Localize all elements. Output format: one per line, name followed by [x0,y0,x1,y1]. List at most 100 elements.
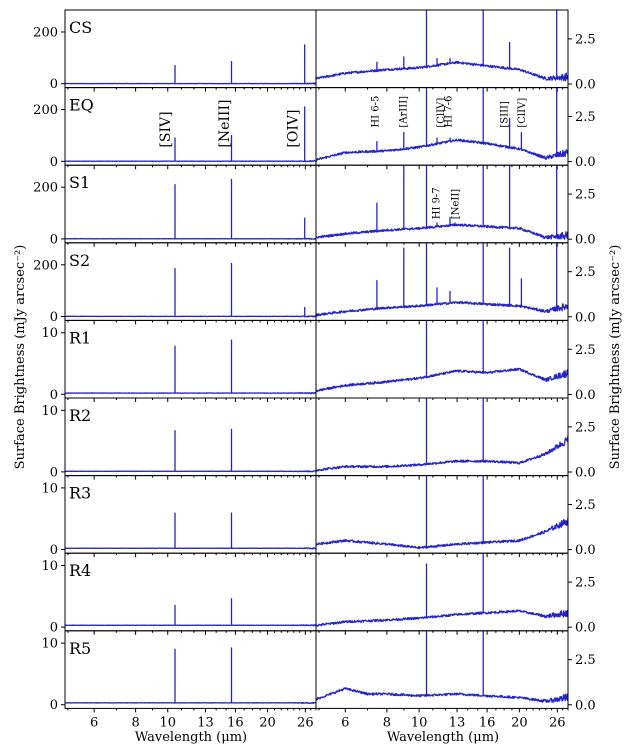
left-spectrum-line [65,262,316,318]
line-label-right: [SIII] [499,101,510,128]
left-spectrum-line [65,647,316,704]
x-tick-label: 16 [479,715,496,730]
x-axis-label-right: Wavelength (μm) [387,730,499,745]
x-tick-label: 13 [449,715,466,730]
left-y-tick-label: 10 [41,404,58,419]
right-spectrum-group [316,630,568,703]
left-y-tick-label: 0 [50,155,58,170]
right-y-tick-label: 2.5 [575,576,596,591]
panel-r4: 0 10 0.0 2.5 R4 [41,552,596,636]
left-y-tick-label: 200 [33,181,58,196]
left-y-tick-label: 0 [50,465,58,480]
left-spectrum-group [65,339,316,395]
left-axes-frame [64,397,317,477]
right-spectrum-line [316,398,568,472]
line-label-right: HI 7-6 [443,96,454,128]
line-label-right: [NeII] [450,189,461,219]
left-y-tick-label: 10 [41,559,58,574]
left-spectrum-group [65,428,316,473]
right-spectrum-line [316,165,568,240]
line-label-right: HI 9-7 [432,187,443,219]
left-axes-frame [64,164,317,244]
left-spectrum-group [65,178,316,240]
left-spectrum-line [65,106,316,163]
line-label-right: HI 6-5 [371,96,382,128]
right-axes-frame [315,397,569,477]
right-spectrum-group [316,242,568,317]
line-label-left: [SIV] [158,111,174,147]
panel-r1: 0 10 0.0 2.5 R1 [41,319,596,403]
panel-r2: 0 10 0.0 2.5 R2 [41,397,596,480]
x-tick-label: 10 [411,715,428,730]
left-spectrum-line [65,178,316,240]
right-y-tick-label: 2.5 [575,110,596,125]
right-y-tick-label: 2.5 [575,653,596,668]
right-y-tick-label: 0.0 [575,77,596,92]
right-axes-frame [315,9,569,89]
right-y-tick-label: 2.5 [575,420,596,435]
right-spectrum-line [316,630,568,703]
left-y-tick-label: 200 [33,258,58,273]
right-y-tick-label: 2.5 [575,265,596,280]
x-tick-label: 8 [131,715,139,730]
right-y-tick-label: 0.0 [575,465,596,480]
left-spectrum-group [65,262,316,318]
line-label-left: [NeIII] [217,100,233,148]
left-spectrum-line [65,428,316,473]
left-spectrum-group [65,647,316,704]
left-spectrum-line [65,598,316,627]
panel-r5: 6 8 10 13 16 20 26 6 8 10 13 16 20 26 0 10 0.0 2.5 R5 [41,630,596,730]
left-y-tick-label: 0 [50,543,58,558]
right-spectrum-group [316,398,568,472]
left-y-tick-label: 200 [33,103,58,118]
right-spectrum-line [316,87,568,162]
right-y-tick-label: 0.0 [575,310,596,325]
x-tick-label: 6 [341,715,349,730]
right-y-tick-label: 0.0 [575,698,596,713]
panel-s2: 0 200 0.0 2.5 S2 [33,242,596,325]
panel-label-s1: S1 [69,173,90,192]
line-label-right: [ClIV] [436,98,447,128]
panel-eq: 0 200 0.0 2.5 EQ [SIV] [NeIII] [OIV] HI 6-5 [ArII… [33,87,596,170]
x-tick-label: 8 [383,715,391,730]
x-tick-label: 16 [227,715,244,730]
right-spectrum-group [316,553,568,627]
right-spectrum-group [316,10,568,82]
right-spectrum-group [316,320,568,393]
panel-r3: 0 10 0.0 2.5 R3 [41,475,596,558]
x-tick-label: 26 [549,715,566,730]
right-spectrum-line [316,242,568,317]
right-axes-frame [315,630,569,709]
left-y-tick-label: 0 [50,698,58,713]
left-y-tick-label: 200 [33,25,58,40]
left-y-tick-label: 0 [50,621,58,636]
left-spectrum-group [65,106,316,163]
left-y-tick-label: 10 [41,637,58,652]
panel-s1: 0 200 0.0 2.5 S1 HI 9-7 [NeII] [33,164,596,248]
left-y-tick-label: 10 [41,326,58,341]
line-label-right: [ArIII] [398,96,409,128]
right-spectrum-group [316,475,568,550]
left-y-tick-label: 0 [50,388,58,403]
panel-label-r4: R4 [69,561,91,580]
y-axis-label-right: Surface Brightness (mJy arcsec⁻²) [608,245,623,470]
line-label-right: [ClIV] [517,98,528,128]
panel-cs: 0 200 0.0 2.5 CS [33,9,596,92]
right-y-tick-label: 0.0 [575,543,596,558]
left-spectrum-group [65,44,316,85]
line-label-left: [OIV] [286,110,302,148]
right-spectrum-line [316,10,568,82]
left-spectrum-line [65,44,316,85]
x-tick-label: 20 [511,715,528,730]
left-axes-frame [64,87,317,166]
right-spectrum-group [316,165,568,240]
panel-label-r2: R2 [69,406,91,425]
panel-label-s2: S2 [69,251,90,270]
panel-label-r3: R3 [69,484,91,503]
right-y-tick-label: 2.5 [575,32,596,47]
panel-label-eq: EQ [69,96,94,115]
left-axes-frame [64,630,317,709]
left-spectrum-group [65,512,316,550]
